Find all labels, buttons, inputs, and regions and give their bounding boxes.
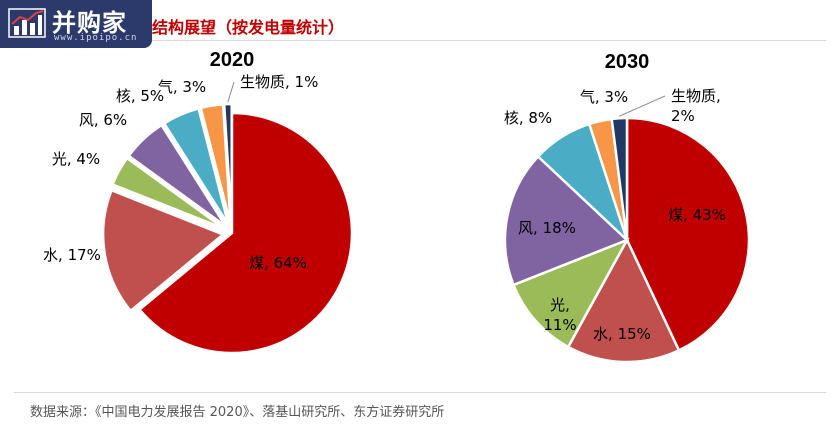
chart-title: 2020 <box>210 49 255 71</box>
slice-label: 风, 6% <box>79 111 127 129</box>
pie-slice-风 <box>127 123 227 228</box>
slice-label: 核, 8% <box>504 109 552 127</box>
slice-label: 光, 11% <box>543 296 576 334</box>
leader-line <box>227 81 235 103</box>
bar-chart-icon <box>8 8 46 38</box>
pie-slice-光 <box>110 156 225 230</box>
logo-url: www.ipoipo.cn <box>54 33 138 43</box>
pie-slice-水 <box>101 188 226 313</box>
slice-label: 风, 18% <box>518 219 576 237</box>
slice-label: 煤, 64% <box>249 254 307 272</box>
slice-label: 气, 3% <box>158 78 206 96</box>
pie-slice-生物质 <box>610 116 629 241</box>
chart-title: 2030 <box>605 51 650 73</box>
pie-chart-2020: 2020 煤, 64% 水, 17% 光, 4% 风, 6% 核, 5%气, 3% 生物质,… <box>43 49 354 355</box>
pie-slice-光 <box>511 237 630 349</box>
pie-slice-水 <box>566 237 681 364</box>
slice-label: 生物质, 1% <box>240 73 318 91</box>
pie-slice-生物质 <box>222 102 233 225</box>
slice-label: 煤, 43% <box>668 206 726 224</box>
pie-slice-核 <box>162 106 230 226</box>
slice-label: 核, 5% <box>116 87 164 105</box>
site-logo: 并购家 www.ipoipo.cn <box>0 0 152 48</box>
slice-label: 气, 3% <box>580 88 628 106</box>
source-note: 数据来源：《中国电力发展报告 2020》、落基山研究所、东方证券研究所 <box>30 405 445 420</box>
logo-name: 并购家 <box>52 9 127 37</box>
slice-label: 水, 15% <box>593 325 651 343</box>
slice-label: 光, 4% <box>52 150 100 168</box>
footer-divider <box>14 392 826 393</box>
pie-slice-煤 <box>137 111 354 355</box>
slice-label: 生物质, 2% <box>671 87 721 125</box>
pie-slice-风 <box>503 154 630 287</box>
header-divider <box>152 40 826 41</box>
leader-line <box>619 95 666 117</box>
page-title: 结构展望（按发电量统计） <box>152 18 345 37</box>
slice-label: 水, 17% <box>43 246 101 264</box>
pie-slice-煤 <box>625 116 751 353</box>
pie-chart-2030: 2030 煤, 43% 水, 15% 光, 11% 风, 18% 核, 8% 气, 3% 生物质… <box>503 51 751 364</box>
